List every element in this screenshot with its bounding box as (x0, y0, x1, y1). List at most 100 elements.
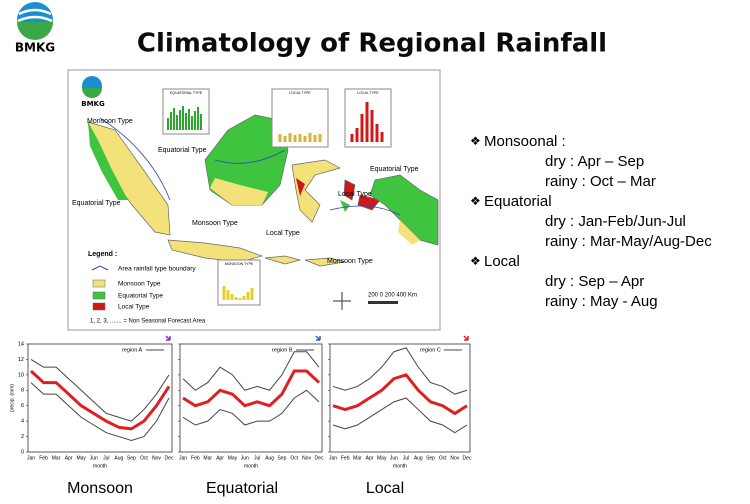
x-axis-label: month (393, 463, 407, 469)
desc-line: dry : Sep – Apr (545, 273, 644, 290)
x-tick-label: Sep (277, 455, 286, 461)
series-line (332, 373, 468, 416)
series-line (332, 347, 468, 395)
logo-text: BMKG (15, 41, 55, 55)
x-tick-label: Apr (65, 455, 73, 461)
x-tick-label: Jun (90, 455, 98, 461)
x-tick-label: Mar (203, 455, 212, 461)
map: BMKG EQUATORIAL TYPE (67, 69, 441, 331)
series-line (182, 369, 321, 408)
series-line (30, 359, 170, 422)
arrow-icon (463, 335, 469, 341)
x-tick-label: Apr (216, 455, 224, 461)
x-tick-label: Oct (439, 455, 447, 461)
y-axis-label: precip. (mm) (9, 384, 15, 412)
map-inset (162, 88, 392, 306)
legend-label: region A (122, 347, 143, 353)
bullet: ❖ (470, 254, 481, 268)
x-tick-label: Mar (52, 455, 61, 461)
y-tick-label: 0 (21, 449, 24, 455)
chart-caption: Local (366, 480, 404, 497)
desc-line: rainy : Mar-May/Aug-Dec (545, 233, 712, 250)
x-tick-label: Dec (463, 455, 472, 461)
legend-item: Monsoon Type (118, 281, 161, 288)
series-line (182, 389, 320, 426)
y-tick-label: 6 (21, 403, 24, 409)
desc-line: rainy : Oct – Mar (545, 173, 656, 190)
legend-item: Equatorial Type (118, 293, 163, 300)
legend-label: region B (272, 347, 293, 353)
map-label: Monsoon Type (192, 220, 238, 227)
x-tick-label: Nov (152, 455, 161, 461)
map-logo: BMKG (81, 100, 105, 108)
x-tick-label: Mar (353, 455, 362, 461)
x-tick-label: Feb (39, 455, 48, 461)
series-line (29, 369, 171, 431)
desc-line: dry : Jan-Feb/Jun-Jul (545, 213, 686, 230)
x-tick-label: Oct (140, 455, 148, 461)
legend-note: 1, 2, 3, ....... = Non Seasonal Forecast… (90, 319, 206, 325)
chart-caption: Equatorial (206, 480, 278, 497)
plot-frame (27, 343, 173, 453)
legend-item: Local Type (118, 304, 150, 311)
x-tick-label: Apr (366, 455, 374, 461)
inset-title: MONSOON TYPE (225, 262, 254, 266)
bullet: ❖ (470, 194, 481, 208)
x-tick-label: Jan (329, 455, 337, 461)
x-tick-label: Dec (315, 455, 324, 461)
inset-title: EQUATORIAL TYPE (170, 91, 203, 95)
y-tick-label: 12 (18, 357, 24, 363)
slide-title: Climatology of Regional Rainfall (137, 29, 607, 59)
y-tick-label: 14 (18, 341, 24, 347)
desc-heading: Equatorial (484, 193, 552, 210)
arrow-icon (165, 335, 171, 341)
map-label: Local Type (266, 230, 300, 237)
inset-title: LOCAL TYPE (289, 91, 311, 95)
y-tick-label: 8 (21, 388, 24, 394)
x-tick-label: Dec (165, 455, 174, 461)
map-label: Local Type (338, 191, 372, 198)
x-tick-label: May (76, 455, 86, 461)
x-tick-label: May (228, 455, 238, 461)
x-tick-label: Jul (103, 455, 109, 461)
x-tick-label: Sep (127, 455, 136, 461)
legend-item: Area rainfall type boundary (118, 266, 196, 273)
x-tick-label: May (377, 455, 387, 461)
map-label: Monsoon Type (87, 118, 133, 125)
x-tick-label: Sep (426, 455, 435, 461)
legend-title: Legend : (88, 251, 117, 258)
inset-title: LOCAL TYPE (357, 91, 379, 95)
legend-label: region C (420, 347, 441, 353)
map-label: Equatorial Type (370, 166, 419, 173)
x-tick-label: Jul (254, 455, 260, 461)
plot-frame (179, 343, 323, 453)
x-tick-label: Feb (341, 455, 350, 461)
x-tick-label: Jun (241, 455, 249, 461)
bullet: ❖ (470, 134, 481, 148)
x-tick-label: Aug (265, 455, 274, 461)
series-line (182, 351, 320, 391)
series-line (30, 382, 170, 441)
x-tick-label: Jun (390, 455, 398, 461)
x-tick-label: Nov (450, 455, 459, 461)
x-tick-label: Feb (191, 455, 200, 461)
x-tick-label: Nov (302, 455, 311, 461)
map-label: Equatorial Type (72, 200, 121, 207)
x-tick-label: Aug (414, 455, 423, 461)
x-tick-label: Jan (27, 455, 35, 461)
x-axis-label: month (244, 463, 258, 469)
plot-frame (329, 343, 471, 453)
x-axis-label: month (93, 463, 107, 469)
desc-line: rainy : May - Aug (545, 293, 658, 310)
x-tick-label: Oct (290, 455, 298, 461)
chart-caption: Monsoon (67, 480, 133, 497)
map-label: Equatorial Type (158, 147, 207, 154)
x-tick-label: Aug (114, 455, 123, 461)
desc-heading: Monsoonal : (484, 133, 566, 150)
x-tick-label: Jul (403, 455, 409, 461)
desc-heading: Local (484, 253, 520, 270)
